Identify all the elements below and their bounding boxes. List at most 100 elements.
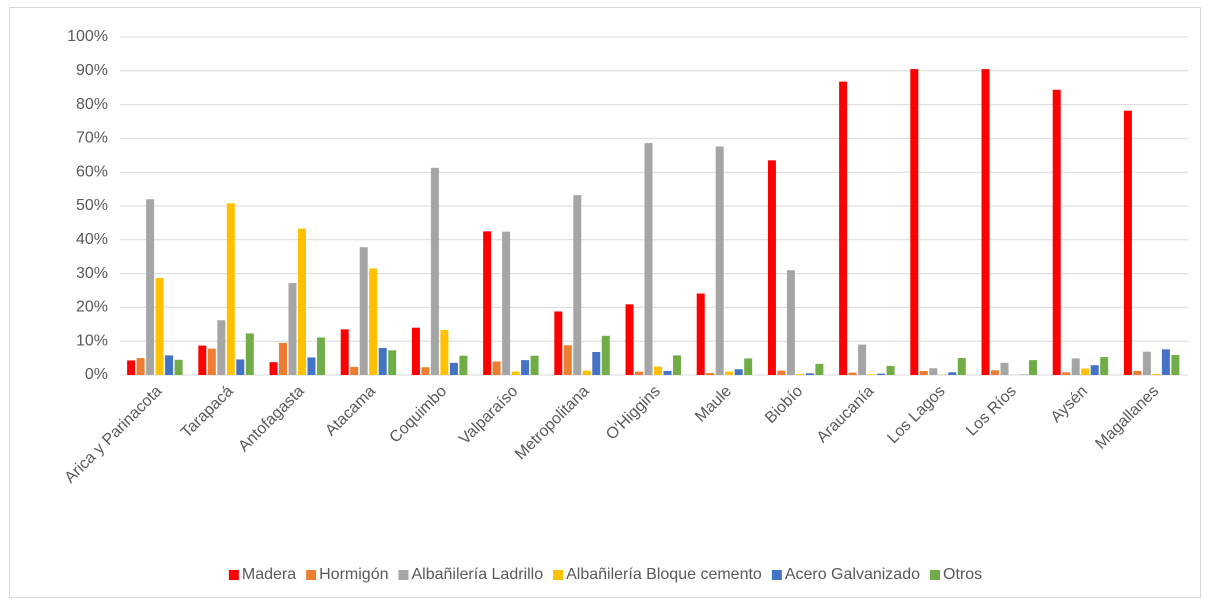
legend-label: Hormigón <box>319 566 388 583</box>
bar <box>929 368 938 375</box>
y-tick-label: 100% <box>67 28 108 45</box>
bar <box>307 357 316 375</box>
bar <box>886 365 895 375</box>
y-tick-label: 40% <box>76 231 108 248</box>
bar <box>1161 349 1170 375</box>
bar <box>226 203 235 375</box>
bar <box>991 370 1000 375</box>
bar <box>663 370 672 375</box>
bar <box>502 231 511 375</box>
bar <box>279 342 288 375</box>
bar <box>165 355 174 375</box>
bar <box>198 345 207 375</box>
bar <box>582 370 591 375</box>
bar <box>725 371 734 375</box>
bar <box>1100 357 1109 375</box>
bar <box>696 293 705 375</box>
legend-swatch <box>398 570 409 580</box>
bar <box>601 335 610 375</box>
bar <box>672 355 681 375</box>
bar <box>359 247 368 375</box>
bar <box>554 311 563 375</box>
bar <box>245 333 254 375</box>
y-tick-label: 10% <box>76 332 108 349</box>
bar <box>350 366 359 375</box>
bar <box>948 372 957 375</box>
bar <box>1052 89 1061 375</box>
bar <box>1142 351 1151 375</box>
bar <box>767 160 776 375</box>
bar <box>511 371 520 375</box>
y-tick-label: 50% <box>76 197 108 214</box>
bar <box>449 362 458 375</box>
bar <box>316 337 325 375</box>
legend-label: Albañilería Ladrillo <box>411 566 543 583</box>
bar <box>430 167 439 375</box>
bar <box>625 304 634 375</box>
bar <box>1090 365 1099 375</box>
bar <box>530 355 539 375</box>
bar <box>288 283 297 375</box>
y-tick-label: 60% <box>76 163 108 180</box>
bar <box>207 348 216 375</box>
bar <box>236 359 245 375</box>
bar <box>440 330 449 375</box>
bar <box>492 361 501 375</box>
y-tick-label: 80% <box>76 96 108 113</box>
bar <box>411 327 420 375</box>
bar <box>715 146 724 375</box>
bar <box>1062 372 1071 375</box>
bar <box>858 344 867 375</box>
bar <box>1152 373 1161 375</box>
legend-label: Acero Galvanizado <box>785 566 920 583</box>
bar <box>706 372 715 375</box>
bar <box>1133 370 1142 375</box>
bar <box>459 355 468 375</box>
legend-swatch <box>228 570 239 580</box>
bar <box>910 69 919 376</box>
bar <box>635 371 644 375</box>
chart-border <box>9 7 1201 598</box>
bar <box>340 329 349 375</box>
y-tick-label: 30% <box>76 265 108 282</box>
bar <box>1081 368 1090 375</box>
bar <box>919 370 928 375</box>
legend-label: Otros <box>943 566 982 583</box>
bar <box>217 320 226 375</box>
bar <box>483 231 492 375</box>
bar <box>378 347 387 375</box>
bar <box>388 350 397 375</box>
bar <box>839 81 848 375</box>
bar <box>369 268 378 375</box>
bar <box>298 228 306 375</box>
bar <box>877 373 886 375</box>
bar <box>777 370 786 375</box>
y-tick-label: 20% <box>76 299 108 316</box>
bar <box>805 373 814 375</box>
bar <box>1123 110 1132 376</box>
bar <box>146 199 155 375</box>
legend-label: Madera <box>242 566 296 583</box>
bar <box>1028 360 1037 375</box>
legend-swatch <box>553 570 564 580</box>
bar <box>1071 358 1080 375</box>
legend: Madera Hormigón Albañilería Ladrillo Albañi… <box>228 566 982 583</box>
bar <box>815 363 824 375</box>
bar <box>867 374 876 375</box>
bar <box>796 373 805 375</box>
bar <box>269 362 278 375</box>
bar <box>174 359 183 375</box>
y-tick-label: 70% <box>76 130 108 147</box>
y-tick-label: 0% <box>85 366 108 383</box>
bar <box>592 352 601 375</box>
legend-swatch <box>930 570 940 580</box>
bar <box>981 69 990 376</box>
bar <box>136 358 145 375</box>
bar <box>155 277 164 375</box>
bar <box>563 345 572 375</box>
bar <box>848 372 857 375</box>
legend-swatch <box>306 570 317 580</box>
bar <box>1171 355 1180 375</box>
bar <box>744 358 753 375</box>
